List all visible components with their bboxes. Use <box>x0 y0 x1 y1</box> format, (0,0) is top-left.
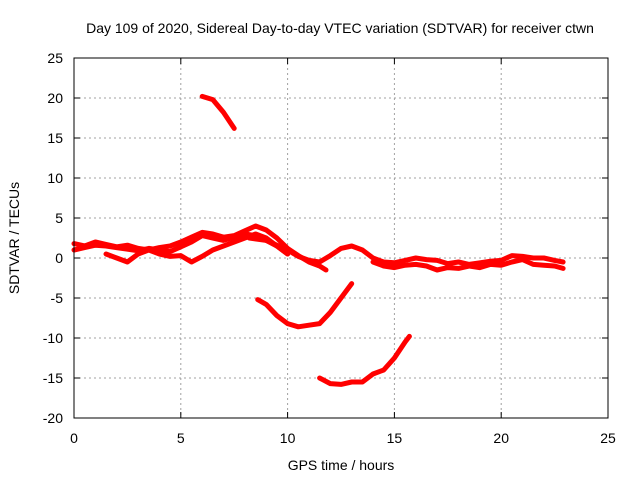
series-arc-c <box>103 231 291 265</box>
series-arc-d <box>246 235 566 267</box>
x-tick-label: 25 <box>600 430 616 446</box>
y-tick-label: 15 <box>47 130 63 146</box>
x-tick-label: 5 <box>177 430 185 446</box>
x-axis-title: GPS time / hours <box>288 457 395 473</box>
y-tick-label: -15 <box>43 370 63 386</box>
y-tick-label: 5 <box>55 210 63 226</box>
series-arc-f <box>199 93 237 131</box>
y-tick-label: -10 <box>43 330 63 346</box>
x-tick-label: 20 <box>493 430 509 446</box>
y-tick-label: 25 <box>47 50 63 66</box>
y-axis: 25 20 15 10 5 0 -5 -10 -15 -20 <box>43 50 608 426</box>
plot-frame <box>73 57 609 419</box>
series-group <box>71 93 566 387</box>
y-axis-title: SDTVAR / TECUs <box>6 182 22 294</box>
x-tick-label: 10 <box>280 430 296 446</box>
x-tick-label: 15 <box>387 430 403 446</box>
x-tick-label: 0 <box>70 430 78 446</box>
chart-title: Day 109 of 2020, Sidereal Day-to-day VTE… <box>86 20 594 36</box>
y-tick-label: 10 <box>47 170 63 186</box>
y-tick-label: 20 <box>47 90 63 106</box>
grid <box>74 58 608 418</box>
y-tick-label: 0 <box>55 250 63 266</box>
y-tick-label: -5 <box>51 290 64 306</box>
x-axis: 0 5 10 15 20 25 <box>70 58 616 446</box>
series-arc-g <box>255 281 355 330</box>
series-arc-e <box>370 257 566 273</box>
y-tick-label: -20 <box>43 410 63 426</box>
series-arc-h <box>317 333 412 387</box>
